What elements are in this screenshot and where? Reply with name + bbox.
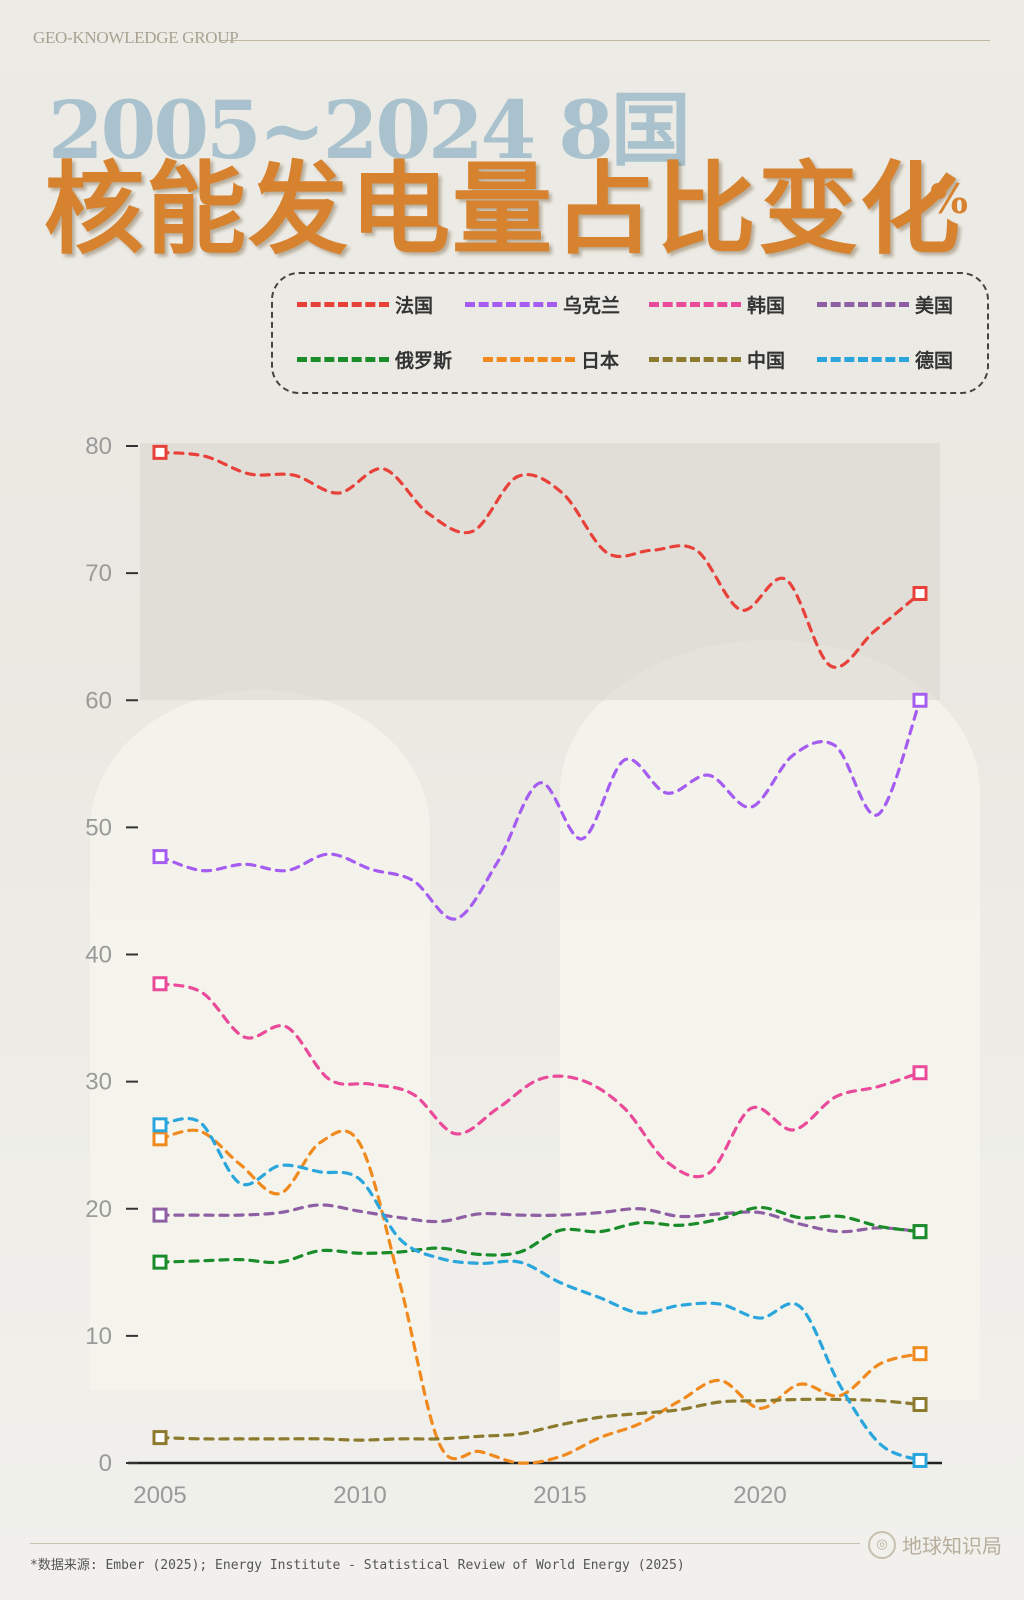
legend-label-japan: 日本: [581, 349, 620, 372]
series-end-marker: [912, 585, 928, 601]
x-tick-label: 2005: [133, 1482, 186, 1509]
y-tick-label: 40: [85, 942, 112, 969]
legend-item-korea: 韩国: [649, 292, 786, 317]
globe-logo-icon: ◎: [868, 1530, 896, 1559]
legend-swatch-france: [297, 301, 389, 307]
series-end-marker: [912, 1397, 928, 1413]
series-line-1: [158, 698, 922, 921]
legend-swatch-germany: [817, 356, 909, 362]
legend-item-russia: 俄罗斯: [297, 347, 453, 372]
legend-item-japan: 日本: [483, 347, 620, 372]
series-end-marker: [912, 1224, 928, 1240]
footer-rule: [30, 1543, 860, 1544]
series-line-7: [158, 1116, 922, 1463]
legend-item-china: 中国: [649, 347, 786, 372]
legend-swatch-ukraine: [465, 301, 557, 307]
legend-item-ukraine: 乌克兰: [465, 292, 621, 317]
y-tick-label: 20: [85, 1196, 112, 1223]
chart-subtitle: 2005~2024 8国: [48, 83, 691, 177]
legend: 法国 乌克兰 韩国 美国 俄罗斯 日本 中国 德国: [271, 272, 989, 394]
chart-title: 核能发电量占比变化: [44, 150, 962, 268]
legend-item-usa: 美国: [817, 292, 954, 317]
background-cooling-tower-left: [90, 690, 430, 1390]
background-cooling-tower-right: [560, 640, 980, 1400]
legend-swatch-korea: [649, 301, 741, 307]
series-line-3: [158, 1203, 922, 1234]
legend-label-germany: 德国: [915, 349, 954, 372]
series-start-marker: [152, 1254, 168, 1270]
y-tick-label: 30: [85, 1069, 112, 1096]
legend-label-france: 法国: [395, 294, 434, 317]
series-line-0: [158, 450, 922, 669]
highlight-band: [140, 443, 940, 701]
legend-label-ukraine: 乌克兰: [563, 294, 621, 317]
y-tick-label: 80: [85, 433, 112, 460]
source-note: *数据来源: Ember (2025); Energy Institute - …: [30, 1558, 685, 1573]
brand-label: GEO-KNOWLEDGE GROUP: [33, 28, 239, 47]
series-start-marker: [152, 1131, 168, 1147]
legend-item-germany: 德国: [817, 347, 954, 372]
series-start-marker: [152, 1430, 168, 1446]
series-line-4: [158, 1205, 922, 1265]
x-tick-label: 2010: [333, 1482, 386, 1509]
series-line-6: [158, 1397, 922, 1442]
legend-label-russia: 俄罗斯: [395, 349, 453, 372]
series-start-marker: [152, 976, 168, 992]
series-end-marker: [912, 1065, 928, 1081]
unit-label: %: [930, 176, 969, 223]
y-tick-label: 10: [85, 1323, 112, 1350]
series-start-marker: [152, 1207, 168, 1223]
series-start-marker: [152, 849, 168, 865]
publisher-logo: ◎ 地球知识局: [868, 1530, 1002, 1559]
y-tick-label: 50: [85, 814, 112, 841]
x-tick-label: 2015: [533, 1482, 586, 1509]
x-tick-label: 2020: [733, 1482, 786, 1509]
legend-label-korea: 韩国: [747, 294, 786, 317]
legend-label-china: 中国: [747, 349, 786, 372]
legend-item-france: 法国: [297, 292, 434, 317]
y-tick-label: 0: [99, 1450, 112, 1477]
series-line-2: [158, 982, 922, 1179]
legend-swatch-russia: [297, 356, 389, 362]
series-end-marker: [912, 1452, 928, 1468]
legend-swatch-china: [649, 356, 741, 362]
legend-label-usa: 美国: [915, 294, 954, 317]
y-tick-label: 60: [85, 687, 112, 714]
top-rule: [220, 40, 990, 41]
legend-swatch-japan: [483, 356, 575, 362]
series-end-marker: [912, 1346, 928, 1362]
legend-swatch-usa: [817, 301, 909, 307]
series-start-marker: [152, 1117, 168, 1133]
logo-text: 地球知识局: [902, 1534, 1002, 1558]
y-tick-label: 70: [85, 560, 112, 587]
series-end-marker: [912, 692, 928, 708]
series-start-marker: [152, 444, 168, 460]
series-line-5: [158, 1128, 922, 1465]
